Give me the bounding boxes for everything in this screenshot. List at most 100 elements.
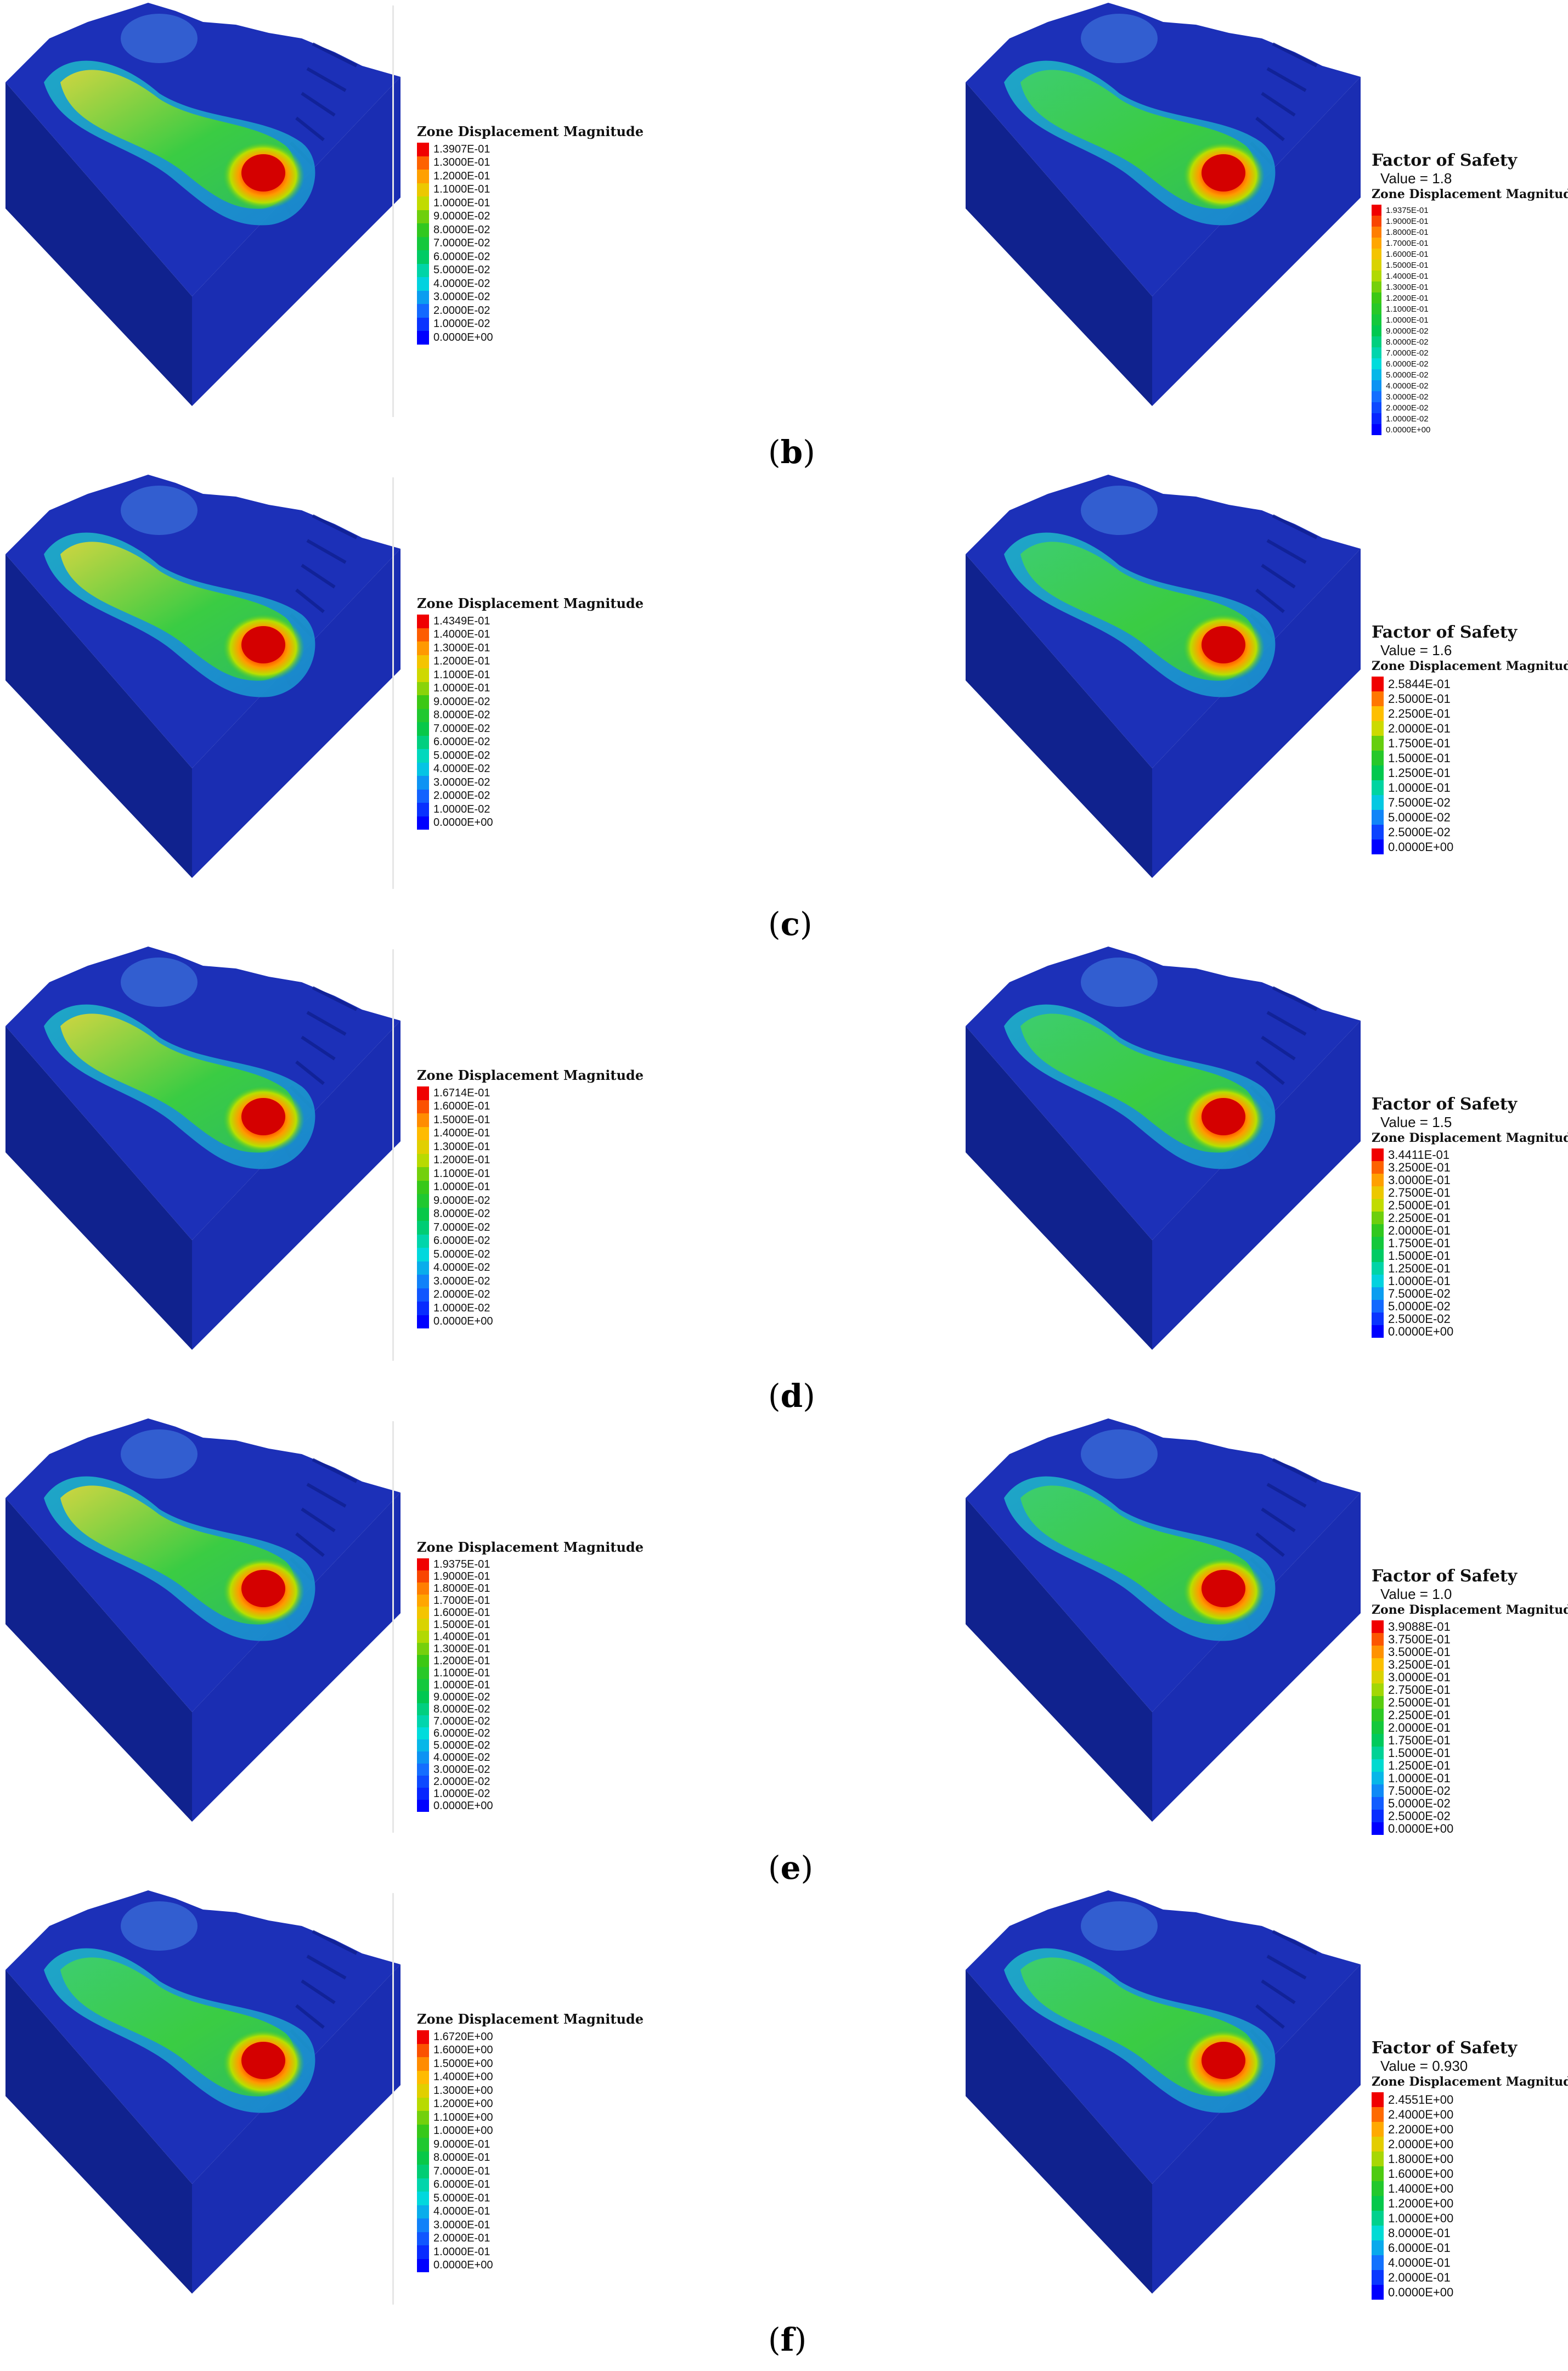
legend-swatch — [417, 1582, 429, 1595]
legend-swatch — [417, 1752, 429, 1764]
hotspot-core — [1202, 154, 1245, 192]
legend-swatch — [1372, 1759, 1384, 1772]
block-left-face — [5, 554, 192, 878]
legend-tick-label: 2.0000E-01 — [1388, 721, 1451, 735]
legend-title: Zone Displacement Magnitude — [417, 2011, 644, 2027]
legend-entry: 2.7500E-01 — [1372, 1186, 1568, 1199]
legend-entry: 5.0000E-01 — [417, 2192, 644, 2205]
legend-tick-label: 1.4000E+00 — [433, 2071, 493, 2083]
terrace-step — [1272, 986, 1318, 1011]
legend-swatch — [1372, 1658, 1384, 1671]
legend-entry: 2.5000E-01 — [1372, 1198, 1568, 1212]
legend-tick-label: 5.0000E-02 — [433, 264, 490, 277]
legend-swatch — [417, 1655, 429, 1667]
legend-entry: 1.0000E-01 — [417, 1679, 644, 1691]
displacement-legend: Zone Displacement Magnitude 1.6720E+00 1.6… — [417, 2011, 644, 2272]
terrace-step — [1255, 116, 1285, 142]
legend-entry: 1.0000E-01 — [417, 2245, 644, 2259]
legend-tick-label: 1.5000E+00 — [433, 2057, 493, 2070]
fos-title: Factor of Safety — [1372, 151, 1518, 170]
terrace-step — [1266, 539, 1307, 564]
legend-swatch — [417, 1715, 429, 1727]
legend-entry: 1.0000E-02 — [417, 1302, 644, 1315]
legend-swatch — [417, 1764, 429, 1776]
legend-entry: 5.0000E-02 — [417, 749, 644, 763]
legend-entry: 3.0000E-02 — [417, 1275, 644, 1288]
legend-tick-label: 1.3000E+00 — [433, 2084, 493, 2097]
hotspot-core — [1202, 1098, 1245, 1135]
legend-swatch — [1372, 1620, 1384, 1633]
legend-entry: 9.0000E-02 — [417, 695, 644, 709]
legend-tick-label: 1.7500E-01 — [1388, 1236, 1451, 1250]
legend-entry: 1.5000E-01 — [417, 1619, 644, 1631]
legend-swatch — [417, 1727, 429, 1739]
legend-tick-label: 3.0000E-02 — [433, 1763, 490, 1776]
legend-tick-label: 7.5000E-02 — [1388, 1783, 1451, 1798]
legend-tick-label: 1.5000E-01 — [1388, 1248, 1451, 1263]
block-right-face — [192, 77, 401, 406]
hotspot-core — [241, 626, 285, 663]
legend-swatch — [1372, 1747, 1384, 1759]
legend-swatch — [417, 1153, 429, 1167]
crest-bump — [121, 1429, 198, 1479]
legend-swatch — [417, 156, 429, 170]
legend-entry: 1.0000E-01 — [1372, 780, 1568, 795]
legend-entry: 7.0000E-01 — [417, 2165, 644, 2178]
fos-title: Factor of Safety — [1372, 1567, 1518, 1586]
legend-entry: 1.3907E-01 — [417, 143, 644, 156]
crest-bump — [121, 958, 198, 1007]
fos-title: Factor of Safety — [1372, 623, 1518, 642]
legend-entry: 1.0000E-01 — [1372, 314, 1568, 325]
legend-title: Zone Displacement Magnitude — [1372, 1603, 1568, 1617]
legend-entry: 8.0000E-01 — [417, 2151, 644, 2165]
legend-swatch — [1372, 2152, 1384, 2166]
legend-entry: 1.4000E-01 — [1372, 271, 1568, 281]
legend-entry: 2.5000E-02 — [1372, 825, 1568, 840]
legend-entry: 1.7000E-01 — [417, 1595, 644, 1607]
legend-swatch — [1372, 271, 1381, 281]
legend-swatch — [417, 1248, 429, 1261]
legend-entry: 1.2000E-01 — [417, 1655, 644, 1667]
block-right-face — [1152, 1021, 1361, 1350]
legend-entry: 7.0000E-02 — [417, 1221, 644, 1235]
legend-entry: 1.9375E-01 — [1372, 205, 1568, 216]
legend-swatch — [417, 1113, 429, 1127]
legend-tick-label: 0.0000E+00 — [1388, 2285, 1454, 2299]
legend-tick-label: 2.0000E-01 — [1388, 2270, 1451, 2284]
legend-entry: 1.0000E+00 — [417, 2124, 644, 2138]
legend-swatch — [417, 317, 429, 331]
panel-divider — [392, 949, 394, 1361]
legend-tick-label: 1.6000E-01 — [433, 1100, 490, 1113]
legend-tick-label: 3.0000E-01 — [433, 2218, 490, 2231]
legend-title: Zone Displacement Magnitude — [1372, 659, 1568, 673]
legend-swatch — [417, 143, 429, 156]
legend-entry: 6.0000E-02 — [417, 1727, 644, 1739]
legend-title: Zone Displacement Magnitude — [417, 595, 644, 611]
legend-tick-label: 7.0000E-02 — [433, 1715, 490, 1727]
legend-tick-label: 8.0000E-02 — [1386, 337, 1429, 347]
legend-swatch — [417, 2084, 429, 2098]
terrace-step — [295, 588, 325, 613]
legend-swatch — [417, 695, 429, 709]
legend-entry: 1.3000E-01 — [1372, 281, 1568, 292]
legend-swatch — [1372, 1186, 1384, 1199]
block-right-face — [1152, 1493, 1361, 1822]
legend-tick-label: 2.5000E-01 — [1388, 1695, 1451, 1709]
legend-entry: 1.2000E+00 — [1372, 2196, 1568, 2211]
legend-tick-label: 2.0000E-02 — [433, 1775, 490, 1788]
legend-tick-label: 1.1000E-01 — [433, 183, 490, 196]
legend-entry: 0.0000E+00 — [417, 816, 644, 830]
legend-entry: 8.0000E-02 — [417, 708, 644, 722]
legend-tick-label: 1.2000E-01 — [433, 170, 490, 182]
subfigure-letter: c — [780, 905, 800, 943]
legend-swatch — [1372, 1721, 1384, 1734]
legend-tick-label: 2.4551E+00 — [1388, 2092, 1454, 2107]
legend-swatch — [417, 1679, 429, 1691]
legend-tick-label: 2.0000E-01 — [1388, 1720, 1451, 1734]
legend-entry: 6.0000E-02 — [417, 735, 644, 749]
legend-entry: 3.4411E-01 — [1372, 1148, 1568, 1162]
legend-swatch — [417, 1631, 429, 1643]
legend-entry: 2.4000E+00 — [1372, 2107, 1568, 2122]
legend-swatch — [417, 2070, 429, 2084]
crest-bump — [1081, 486, 1158, 535]
